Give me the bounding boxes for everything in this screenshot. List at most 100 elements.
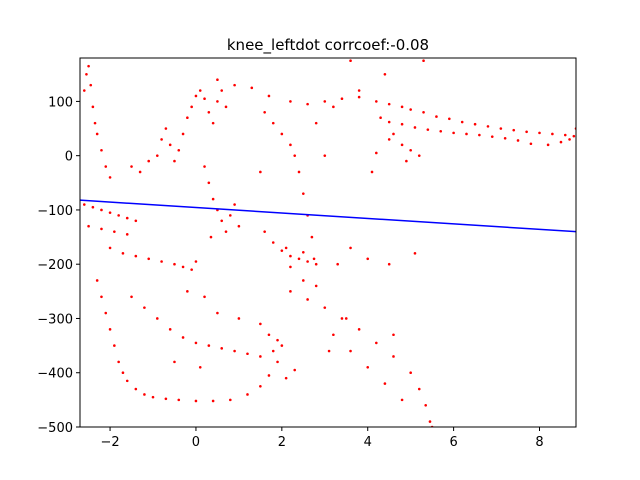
data-point bbox=[168, 328, 172, 331]
data-point bbox=[428, 420, 432, 423]
data-point bbox=[220, 347, 224, 350]
data-point bbox=[409, 148, 412, 152]
data-point bbox=[259, 322, 262, 326]
data-point bbox=[271, 349, 275, 353]
data-point bbox=[439, 129, 443, 133]
data-point bbox=[220, 219, 224, 223]
data-point bbox=[276, 338, 279, 342]
data-point bbox=[108, 328, 112, 331]
x-tick-label: −2 bbox=[100, 435, 119, 450]
data-point bbox=[568, 138, 571, 141]
data-point bbox=[392, 132, 395, 136]
data-point bbox=[405, 159, 408, 163]
data-point bbox=[297, 170, 301, 174]
data-point bbox=[216, 311, 219, 315]
data-point bbox=[155, 154, 159, 157]
data-point bbox=[293, 154, 297, 157]
data-point bbox=[323, 100, 327, 103]
scatter-points bbox=[82, 59, 576, 427]
data-point bbox=[340, 97, 344, 100]
data-point bbox=[147, 159, 151, 163]
data-point bbox=[82, 203, 86, 206]
data-point bbox=[85, 72, 88, 76]
data-point bbox=[503, 137, 507, 140]
data-point bbox=[233, 349, 236, 353]
data-point bbox=[209, 235, 213, 239]
data-point bbox=[151, 395, 155, 399]
data-point bbox=[383, 72, 387, 76]
data-point bbox=[211, 399, 215, 403]
data-point bbox=[465, 132, 468, 136]
data-point bbox=[327, 349, 331, 353]
data-point bbox=[207, 181, 211, 185]
data-point bbox=[323, 306, 327, 309]
data-point bbox=[134, 254, 138, 258]
data-point bbox=[349, 59, 352, 63]
data-point bbox=[280, 249, 284, 252]
data-point bbox=[186, 116, 189, 119]
data-point bbox=[323, 154, 327, 157]
data-point bbox=[267, 94, 271, 98]
x-tick-label: 6 bbox=[449, 435, 457, 450]
data-point bbox=[267, 374, 271, 377]
data-point bbox=[211, 197, 215, 201]
y-tick-label: 100 bbox=[48, 95, 73, 110]
data-point bbox=[349, 246, 352, 250]
data-point bbox=[357, 89, 361, 92]
data-point bbox=[375, 151, 378, 155]
data-point bbox=[392, 333, 395, 337]
data-point bbox=[259, 170, 262, 174]
data-point bbox=[370, 170, 374, 174]
data-point bbox=[121, 371, 125, 375]
data-point bbox=[95, 132, 99, 136]
data-point bbox=[448, 117, 451, 121]
data-point bbox=[424, 403, 427, 407]
data-point bbox=[168, 143, 172, 147]
data-point bbox=[375, 100, 378, 103]
data-point bbox=[387, 120, 391, 124]
data-point bbox=[435, 115, 438, 118]
data-point bbox=[310, 235, 314, 239]
data-point bbox=[100, 295, 103, 299]
data-point bbox=[302, 192, 305, 195]
data-point bbox=[117, 214, 120, 217]
data-point bbox=[293, 368, 297, 372]
data-point bbox=[108, 211, 112, 214]
data-point bbox=[143, 393, 146, 396]
data-point bbox=[259, 355, 262, 358]
data-point bbox=[194, 341, 198, 345]
data-point bbox=[400, 398, 404, 402]
data-point bbox=[173, 360, 176, 364]
data-point bbox=[100, 148, 103, 152]
data-point bbox=[229, 214, 232, 217]
data-point bbox=[82, 89, 86, 92]
x-tick-label: 8 bbox=[535, 435, 543, 450]
data-point bbox=[190, 105, 193, 109]
data-point bbox=[104, 165, 108, 168]
data-point bbox=[314, 121, 318, 125]
data-point bbox=[289, 265, 292, 269]
data-point bbox=[198, 366, 202, 369]
plot-frame bbox=[79, 57, 577, 428]
data-point bbox=[387, 262, 391, 266]
data-point bbox=[271, 121, 275, 125]
data-point bbox=[220, 89, 224, 92]
data-point bbox=[276, 360, 279, 364]
data-point bbox=[91, 205, 95, 209]
data-point bbox=[229, 398, 232, 402]
data-point bbox=[91, 105, 95, 109]
data-point bbox=[280, 132, 284, 136]
data-point bbox=[155, 317, 159, 320]
data-point bbox=[426, 128, 430, 131]
data-point bbox=[499, 127, 503, 130]
data-point bbox=[302, 279, 305, 282]
data-point bbox=[280, 344, 284, 347]
data-point bbox=[409, 108, 412, 111]
y-tick-label: −300 bbox=[37, 312, 73, 327]
x-tick-label: 0 bbox=[192, 435, 200, 450]
data-point bbox=[194, 260, 198, 263]
data-point bbox=[512, 128, 516, 132]
data-point bbox=[529, 142, 533, 146]
data-point bbox=[250, 86, 254, 90]
data-point bbox=[125, 233, 129, 236]
